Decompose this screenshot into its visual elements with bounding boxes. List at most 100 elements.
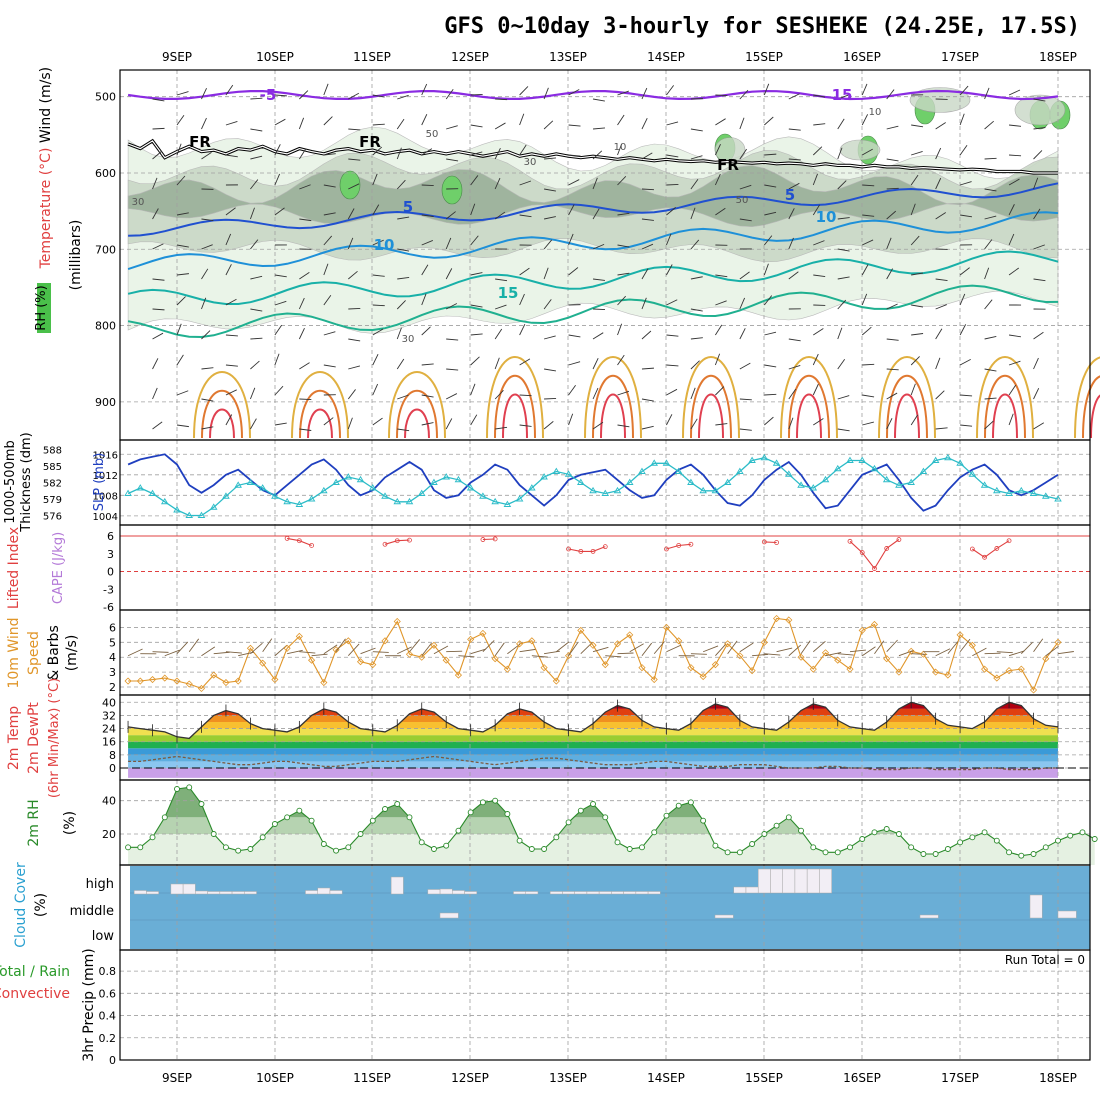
upper-wind-barb [715, 94, 728, 97]
wind-speed-marker [369, 661, 377, 669]
wind-barb [800, 640, 811, 654]
contour-label: 50 [426, 129, 439, 140]
upper-wind-barb [421, 264, 429, 276]
rh2m-marker [210, 831, 217, 837]
wind-speed-marker [895, 668, 903, 676]
li-tick-label: -3 [103, 583, 114, 596]
thickness-marker [417, 489, 426, 496]
lifted-index-marker [309, 543, 314, 548]
thickness-marker [528, 484, 536, 491]
upper-wind-barb [739, 362, 751, 370]
thickness-marker [258, 484, 267, 491]
cloud-unit-label: (%) [33, 893, 49, 917]
panel-frame-li [119, 524, 1091, 611]
wind-barb [727, 640, 738, 655]
thickness-marker [320, 486, 328, 494]
wind-speed-marker [234, 677, 242, 685]
wind-barb [568, 642, 579, 656]
cloud-high-bar [427, 889, 441, 895]
thickness-marker [307, 495, 316, 502]
upper-wind-barb [176, 244, 189, 248]
upper-wind-barb [494, 390, 504, 400]
wind-barb [470, 648, 487, 655]
chart-title: GFS 0~10day 3-hourly for SESHEKE (24.25E… [444, 14, 1080, 39]
rh2m-marker [969, 834, 976, 841]
upper-wind-barb [494, 148, 501, 160]
wind-barb [886, 639, 898, 653]
cloud-high-bar [745, 886, 759, 894]
upper-wind-barb [788, 93, 800, 100]
upper-wind-barb [250, 360, 260, 370]
thickness-marker [821, 475, 830, 483]
upper-wind-barb [984, 397, 997, 400]
contour-label: 5 [785, 186, 795, 204]
upper-wind-barb [372, 204, 380, 216]
upper-wind-barb [348, 307, 361, 310]
upper-wind-barb [397, 428, 410, 432]
upper-wind-barb [372, 123, 385, 126]
upper-wind-barb [470, 124, 483, 128]
cloud-middle-bar [1057, 910, 1077, 919]
wind-speed-marker [540, 664, 548, 672]
upper-wind-barb [323, 184, 336, 188]
rh2m-marker [663, 812, 670, 819]
upper-wind-barb [568, 179, 580, 186]
upper-wind-barb [323, 331, 336, 336]
upper-wind-barb [396, 179, 406, 190]
wind-speed-marker [161, 674, 169, 682]
rh2m-bands [128, 787, 1090, 834]
boundary-layer-isotherm [1090, 394, 1100, 439]
upper-wind-barb [886, 187, 899, 190]
temp-band [128, 761, 1059, 768]
temp-band [128, 715, 1059, 722]
rh2m-marker [467, 809, 474, 816]
rh2m-marker [749, 841, 756, 847]
wind-barb [421, 642, 432, 657]
upper-wind-barb [250, 418, 257, 430]
upper-tick-label: 900 [95, 396, 116, 409]
temp-axis-label-1: 2m Temp [6, 706, 22, 770]
precip-convective-label: Convective [0, 986, 70, 1002]
upper-wind-barb [299, 218, 312, 222]
wind-barb [752, 653, 769, 657]
upper-wind-barb [152, 387, 158, 400]
upper-tick-label: 500 [95, 91, 116, 104]
thickness-marker [772, 459, 781, 466]
lifted-index-marker [296, 538, 302, 544]
upper-wind-barb [592, 98, 605, 102]
rh2m-marker [174, 786, 180, 792]
precip-tick-label: 0.6 [99, 987, 117, 1000]
wind-speed-marker [1017, 665, 1025, 673]
boundary-layer-isotherm [486, 356, 544, 439]
upper-wind-barb [372, 328, 384, 336]
upper-wind-barb [299, 362, 310, 370]
contour-label: 5 [403, 198, 413, 216]
li-tick-label: 6 [107, 530, 114, 543]
upper-wind-barb [568, 385, 576, 396]
wind-speed-marker [356, 658, 365, 666]
rh2m-marker [382, 806, 388, 812]
upper-wind-barb [739, 398, 752, 401]
cloud-high-bar [244, 891, 257, 895]
lifted-index-marker [382, 541, 388, 547]
upper-wind-barb [641, 118, 648, 130]
thickness-marker [625, 478, 634, 485]
upper-wind-barb [959, 358, 971, 366]
isotherm-line [127, 250, 1059, 305]
contour-label: 30 [132, 197, 145, 208]
upper-wind-barb [960, 394, 973, 397]
upper-wind-barb [250, 128, 263, 132]
upper-wind-barb [788, 208, 795, 220]
pressure-axis-label: (millibars) [68, 220, 84, 291]
lifted-index-marker [774, 540, 779, 545]
cloud-high-bar [611, 891, 624, 895]
upper-wind-barb [812, 146, 823, 156]
upper-wind-barb [764, 153, 777, 156]
temp-tick-label: 32 [102, 709, 116, 722]
upper-wind-barb [861, 326, 872, 336]
upper-wind-barb [347, 208, 355, 220]
li-tick-label: 3 [107, 548, 114, 561]
upper-wind-barb [666, 364, 679, 367]
upper-wind-barb [715, 207, 726, 216]
upper-wind-barb [225, 233, 232, 246]
